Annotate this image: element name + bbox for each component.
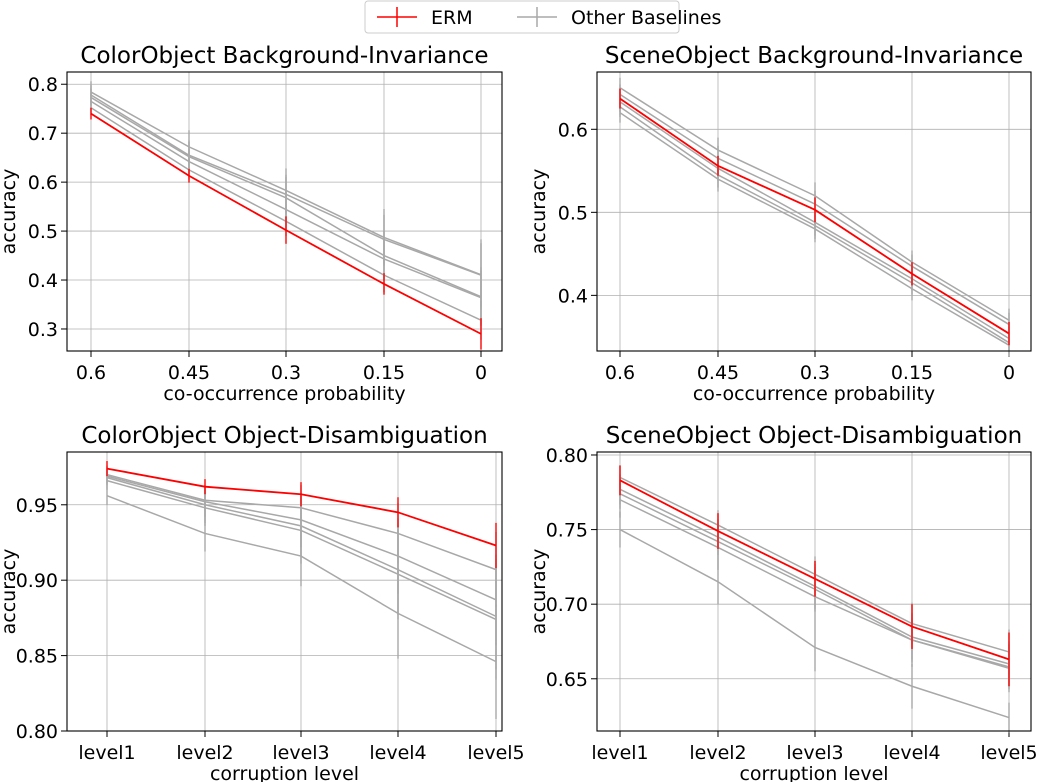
- x-tick-label: level2: [176, 742, 233, 764]
- x-axis-label: co-occurrence probability: [163, 383, 405, 405]
- legend-baselines-label: Other Baselines: [571, 7, 721, 29]
- chart-title: ColorObject Background-Invariance: [80, 43, 488, 69]
- y-tick-label: 0.70: [546, 594, 588, 616]
- x-tick-label: level3: [272, 742, 329, 764]
- y-tick-label: 0.7: [28, 123, 58, 145]
- x-tick-label: 0: [1003, 362, 1015, 384]
- y-tick-label: 0.90: [16, 570, 58, 592]
- x-axis-label: corruption level: [739, 763, 888, 782]
- x-tick-label: 0.6: [605, 362, 635, 384]
- x-tick-label: level2: [689, 742, 746, 764]
- x-tick-label: level4: [369, 742, 426, 764]
- y-tick-label: 0.4: [558, 285, 588, 307]
- x-axis-label: corruption level: [210, 763, 359, 782]
- series-line: [619, 97, 1010, 335]
- chart-panel-4: level1 level2 level3 level4 level5 0.65 0.70 0.…: [528, 423, 1038, 782]
- axes-frame: [596, 71, 1032, 352]
- y-tick-label: 0.80: [16, 721, 58, 743]
- series-line: [106, 495, 497, 663]
- y-axis-label: accuracy: [0, 549, 20, 635]
- y-tick-label: 0.75: [546, 520, 588, 542]
- chart-panel-3: level1 level2 level3 level4 level5 0.80 0.85 0.…: [0, 423, 525, 782]
- axes-frame: [66, 71, 503, 352]
- y-tick-label: 0.4: [28, 270, 58, 292]
- series-line: [619, 528, 1010, 719]
- axes-frame: [66, 451, 503, 732]
- x-tick-label: 0.3: [271, 362, 301, 384]
- y-axis-label: accuracy: [528, 549, 550, 635]
- x-tick-label: 0: [475, 362, 487, 384]
- axes-frame: [596, 451, 1032, 732]
- chart-title: SceneObject Background-Invariance: [605, 43, 1023, 69]
- x-tick-label: level1: [78, 742, 135, 764]
- x-tick-label: 0.15: [363, 362, 405, 384]
- x-axis-label: co-occurrence probability: [693, 383, 935, 405]
- series-line: [619, 479, 1010, 661]
- y-tick-label: 0.80: [546, 445, 588, 467]
- series-line: [619, 112, 1010, 346]
- erm-series: [106, 461, 497, 569]
- baseline-series-5: [106, 486, 497, 719]
- x-tick-label: level5: [467, 742, 524, 764]
- y-tick-label: 0.65: [546, 669, 588, 691]
- x-tick-label: 0.45: [697, 362, 739, 384]
- chart-title: SceneObject Object-Disambiguation: [606, 423, 1022, 449]
- x-tick-label: 0.45: [168, 362, 210, 384]
- chart-panel-2: 0.6 0.45 0.3 0.15 0 0.4 0.5 0.6 SceneObject Back…: [528, 43, 1032, 405]
- erm-series: [619, 465, 1010, 687]
- legend: ERM Other Baselines: [364, 0, 721, 34]
- y-tick-label: 0.6: [558, 119, 588, 141]
- y-tick-label: 0.85: [16, 646, 58, 668]
- chart-panel-1: 0.6 0.45 0.3 0.15 0 0.3 0.4 0.5 0.6 0.7 0.8 ColorOb…: [0, 43, 503, 405]
- chart-title: ColorObject Object-Disambiguation: [81, 423, 487, 449]
- series-line: [90, 112, 482, 335]
- x-tick-label: level4: [883, 742, 940, 764]
- y-tick-label: 0.8: [28, 74, 58, 96]
- x-tick-label: level5: [980, 742, 1037, 764]
- x-tick-label: 0.6: [76, 362, 106, 384]
- y-tick-label: 0.95: [16, 495, 58, 517]
- erm-series: [619, 88, 1010, 346]
- y-tick-label: 0.6: [28, 172, 58, 194]
- x-tick-label: level1: [591, 742, 648, 764]
- baseline-series-5: [619, 511, 1010, 733]
- legend-erm-label: ERM: [431, 7, 473, 29]
- y-axis-label: accuracy: [0, 169, 20, 255]
- y-axis-label: accuracy: [528, 169, 550, 255]
- series-line: [106, 467, 497, 547]
- x-tick-label: 0.15: [891, 362, 933, 384]
- erm-series: [90, 107, 482, 350]
- x-tick-label: level3: [786, 742, 843, 764]
- y-tick-label: 0.3: [28, 319, 58, 341]
- y-tick-label: 0.5: [28, 221, 58, 243]
- y-tick-label: 0.5: [558, 202, 588, 224]
- x-tick-label: 0.3: [800, 362, 830, 384]
